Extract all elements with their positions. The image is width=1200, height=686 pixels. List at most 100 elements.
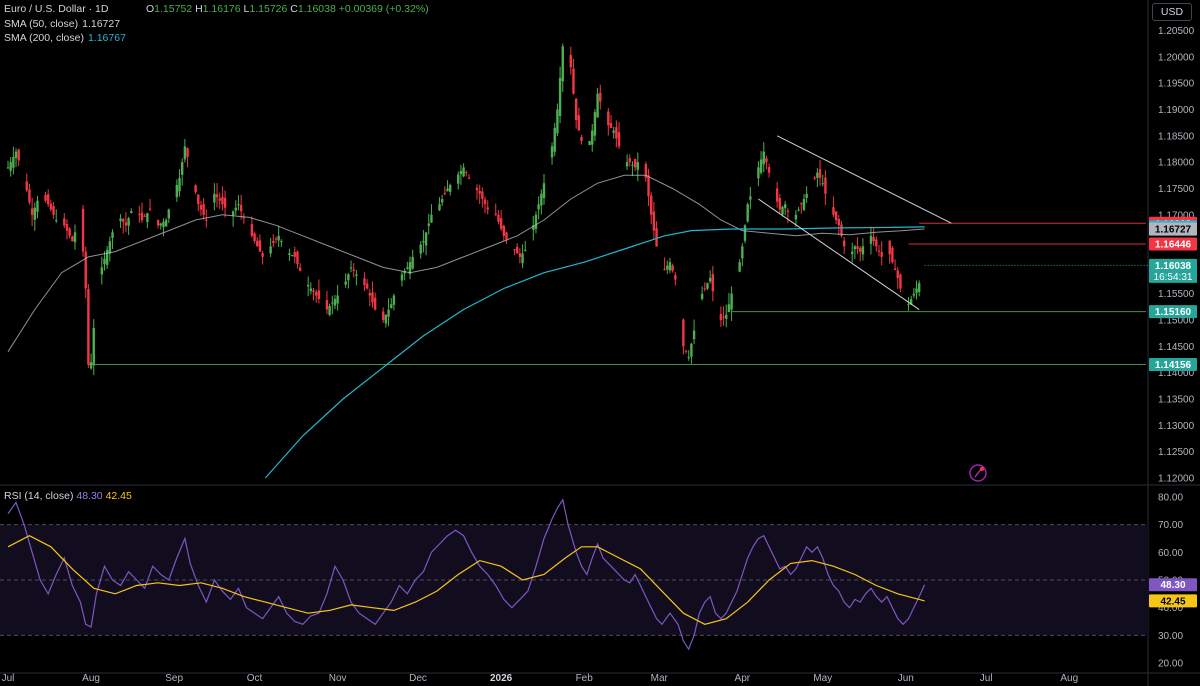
candle-body [730, 293, 733, 310]
candle-body [306, 284, 310, 287]
candle-body [824, 177, 827, 194]
candle-body [280, 241, 283, 243]
candle-body [333, 299, 337, 306]
time-tick-label: Mar [651, 673, 669, 684]
candle-body [317, 290, 321, 300]
time-tick-label: Aug [1060, 673, 1078, 684]
candle-body [146, 213, 149, 223]
candle-body [156, 220, 160, 226]
currency-button[interactable]: USD [1152, 3, 1192, 21]
price-badge[interactable]: 1.16446 [1149, 237, 1197, 251]
candle-body [28, 189, 31, 203]
candle-body [596, 93, 599, 118]
candle-body [802, 198, 806, 210]
candle-body [497, 214, 500, 222]
price-badge-bg [1149, 222, 1197, 236]
rsi-badge[interactable]: 48.30 [1149, 578, 1197, 592]
candle-body [483, 199, 487, 205]
candle-body [130, 211, 133, 214]
high-prefix: H [195, 3, 203, 15]
candle-body [684, 350, 688, 352]
replay-icon-slash [974, 468, 982, 478]
candle-body [293, 251, 296, 257]
time-tick-label: Oct [247, 673, 263, 684]
close-value: 1.16038 [297, 3, 336, 15]
candle-body [261, 253, 264, 257]
price-badge[interactable]: 1.14156 [1149, 358, 1197, 372]
candle-body [615, 127, 618, 139]
candle-body [312, 290, 315, 292]
trendline[interactable] [776, 135, 952, 224]
candle-body [12, 156, 15, 168]
trendline[interactable] [758, 198, 920, 310]
candle-body [368, 293, 371, 296]
candle-body [569, 55, 572, 68]
candles [6, 43, 921, 376]
candle-body [663, 268, 666, 270]
candle-body [87, 289, 90, 365]
change-value: +0.00369 (+0.32%) [338, 3, 429, 15]
candle-body [540, 193, 543, 206]
candle-body [373, 297, 377, 310]
rsi-ma-line[interactable] [7, 535, 925, 625]
candle-body [47, 194, 50, 205]
candle-body [518, 253, 522, 257]
replay-icon-dot [980, 467, 984, 471]
candle-body [625, 162, 629, 167]
candle-body [148, 208, 152, 210]
candle-body [708, 277, 712, 282]
sma200-line[interactable] [264, 226, 925, 479]
candle-body [202, 204, 205, 215]
candle-body [572, 68, 575, 94]
replay-icon[interactable] [969, 464, 987, 482]
candle-body [100, 267, 103, 275]
candle-body [499, 218, 503, 229]
rsi-line[interactable] [7, 498, 926, 651]
ohlc-legend: O1.15752 H1.16176 L1.15726 C1.16038 +0.0… [146, 3, 429, 15]
price-badge[interactable]: 1.16727 [1149, 222, 1197, 236]
candle-body [899, 274, 902, 289]
rsi-ma-value: 42.45 [105, 490, 132, 502]
replay-icon-ring [969, 464, 987, 482]
sma-legend: SMA (50, close) 1.16727 SMA (200, close) 1… [4, 17, 126, 45]
candle-body [502, 225, 505, 236]
candle-body [757, 167, 760, 179]
candle-body [197, 194, 200, 205]
candle-body [821, 183, 824, 185]
sma50-legend[interactable]: SMA (50, close) 1.16727 [4, 18, 121, 30]
candle-body [84, 251, 87, 289]
price-tick-label: 1.15000 [1158, 316, 1195, 327]
time-tick-label: Aug [82, 673, 100, 684]
candle-body [818, 169, 822, 178]
time-tick-label: Jul [2, 673, 15, 684]
candle-body [861, 246, 865, 255]
candle-body [918, 283, 921, 292]
candle-body [194, 185, 197, 192]
candle-body [36, 200, 39, 212]
candle-body [912, 293, 916, 296]
rsi-legend[interactable]: RSI (14, close) 48.30 42.45 [4, 490, 132, 502]
candle-body [550, 146, 554, 158]
price-tick-label: 1.15500 [1158, 289, 1195, 300]
rsi-badge[interactable]: 42.45 [1149, 594, 1197, 608]
candle-body [486, 207, 489, 210]
low-value: 1.15726 [249, 3, 288, 15]
price-badge-bg [1149, 305, 1197, 319]
candle-body [384, 314, 388, 324]
candle-body [30, 208, 34, 215]
candle-body [371, 292, 374, 303]
sma200-legend[interactable]: SMA (200, close) 1.16767 [4, 32, 126, 44]
symbol-title[interactable]: Euro / U.S. Dollar · 1D [4, 3, 109, 15]
close-prefix: C [290, 3, 298, 15]
candle-body [591, 130, 594, 145]
candle-body [682, 319, 685, 347]
price-badge[interactable]: 1.15160 [1149, 305, 1197, 319]
candle-body [221, 196, 224, 205]
candle-body [65, 223, 69, 231]
candle-body [765, 158, 768, 163]
candle-body [140, 212, 144, 221]
candle-body [25, 181, 28, 191]
sma50-line[interactable] [7, 174, 925, 352]
